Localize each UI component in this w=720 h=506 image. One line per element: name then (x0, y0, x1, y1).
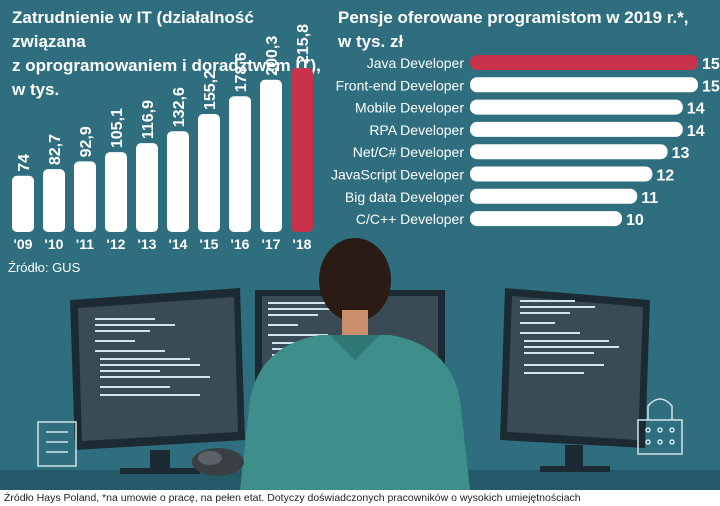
salary-chart-title: Pensje oferowane programistom w 2019 r.*… (338, 8, 689, 51)
salary-bar (470, 211, 622, 227)
employment-value-label: 155,2 (202, 70, 219, 110)
developer-figure (240, 238, 470, 490)
padlock-icon (637, 398, 683, 455)
salary-category-label: Mobile Developer (355, 100, 464, 116)
employment-year-label: '16 (231, 236, 250, 252)
salary-category-label: C/C++ Developer (356, 211, 465, 227)
employment-year-label: '12 (107, 236, 126, 252)
employment-year-label: '18 (293, 236, 312, 252)
infographic: Zatrudnienie w IT (działalność związana … (0, 8, 720, 490)
mouse-icon (192, 448, 244, 476)
employment-bar (291, 67, 313, 232)
salary-bar (470, 77, 698, 93)
salary-value-label: 15 (702, 78, 720, 95)
employment-bar (229, 96, 251, 232)
salary-bar (470, 188, 638, 204)
salary-value-label: 13 (672, 145, 690, 162)
salary-bar (470, 144, 668, 160)
employment-value-label: 105,1 (109, 108, 126, 148)
salary-category-label: RPA Developer (369, 122, 464, 138)
salary-category-label: Net/C# Developer (353, 144, 465, 160)
employment-year-label: '11 (76, 236, 94, 252)
footer-note: Źródło Hays Poland, *na umowie o pracę, … (0, 490, 720, 506)
monitor-left (70, 288, 245, 474)
salary-category-label: Big data Developer (345, 189, 464, 205)
monitor-right (500, 288, 650, 472)
employment-year-label: '14 (169, 236, 188, 252)
employment-value-label: 82,7 (47, 134, 64, 165)
employment-bar (12, 175, 34, 232)
employment-value-label: 132,6 (171, 87, 188, 127)
employment-year-label: '15 (200, 236, 219, 252)
salary-value-label: 12 (656, 168, 674, 185)
employment-bar (198, 114, 220, 232)
employment-value-label: 116,9 (140, 100, 157, 139)
salary-bar (470, 99, 683, 115)
employment-year-label: '09 (14, 236, 33, 252)
employment-source: Źródło: GUS (8, 260, 81, 275)
employment-bar-chart: 74 '09 82,7 '10 92,9 '11 105,1 '12 116,9 '13 132,6… (12, 24, 313, 252)
employment-value-label: 200,3 (264, 36, 281, 76)
employment-bar (43, 169, 65, 232)
employment-year-label: '10 (45, 236, 64, 252)
developer-illustration (0, 238, 720, 490)
employment-bar (74, 161, 96, 232)
salary-bar-chart: Java Developer 15 Front-end Developer 15 Mob… (331, 55, 720, 229)
salary-value-label: 11 (641, 190, 658, 207)
salary-value-label: 14 (687, 123, 705, 140)
employment-year-label: '13 (138, 236, 157, 252)
employment-value-label: 74 (16, 154, 33, 172)
employment-bar (136, 143, 158, 232)
employment-value-label: 215,8 (295, 24, 312, 64)
salary-category-label: Front-end Developer (336, 77, 465, 93)
employment-bar (105, 152, 127, 232)
salary-value-label: 14 (687, 101, 705, 118)
salary-bar (470, 166, 653, 182)
salary-value-label: 15 (702, 56, 720, 73)
employment-value-label: 178,6 (233, 52, 250, 92)
employment-bar (167, 131, 189, 232)
employment-chart-title: Zatrudnienie w IT (działalność związana … (12, 8, 321, 99)
salary-bar (470, 55, 698, 70)
salary-value-label: 10 (626, 212, 644, 229)
employment-value-label: 92,9 (78, 126, 95, 157)
chip-icon (37, 421, 77, 467)
salary-category-label: JavaScript Developer (331, 167, 464, 183)
employment-bar (260, 79, 282, 232)
employment-year-label: '17 (262, 236, 281, 252)
salary-category-label: Java Developer (367, 55, 465, 71)
salary-bar (470, 121, 683, 137)
